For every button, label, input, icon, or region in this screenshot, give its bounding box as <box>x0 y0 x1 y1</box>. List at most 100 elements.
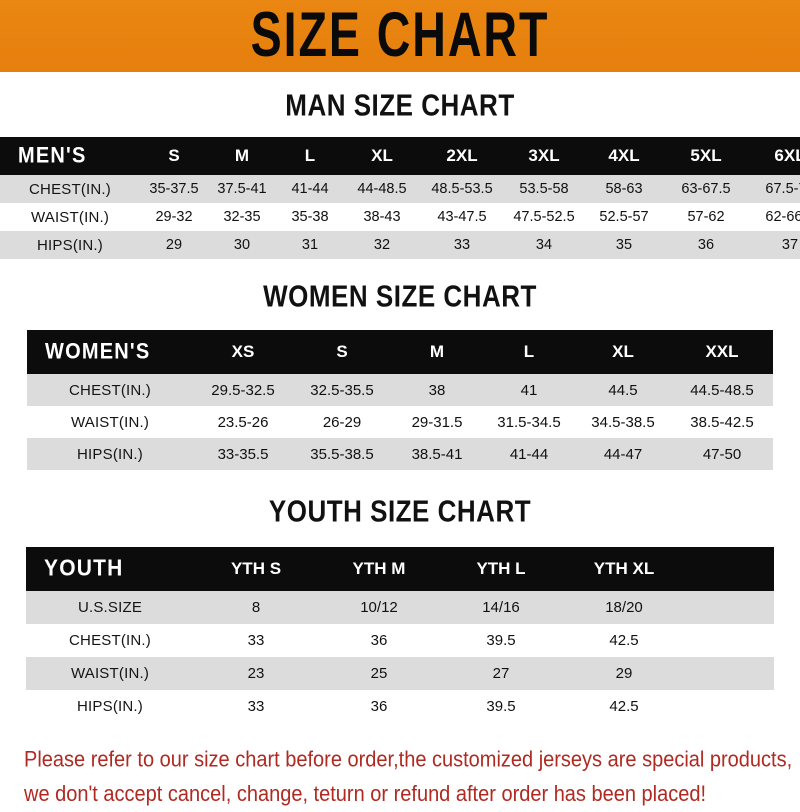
women-row-1-col-5: 38.5-42.5 <box>690 413 754 431</box>
women-row-0-col-5: 44.5-48.5 <box>690 381 754 399</box>
youth-size-col-1: YTH M <box>352 559 406 578</box>
table-row: WAIST(IN.) 29-32 32-35 35-38 38-43 43-47… <box>0 203 800 231</box>
women-size-col-4: XL <box>612 342 634 361</box>
man-row-2-col-2: 31 <box>301 237 319 253</box>
youth-row-1-col-3: 42.5 <box>609 632 639 649</box>
man-size-col-2: L <box>304 146 316 165</box>
youth-row-2-col-3: 29 <box>615 665 633 682</box>
man-row-0-col-6: 58-63 <box>605 181 643 197</box>
women-row-1-col-3: 31.5-34.5 <box>497 413 561 431</box>
man-row-2-col-6: 35 <box>615 237 633 253</box>
youth-row-1-label: CHEST(IN.) <box>69 632 151 649</box>
youth-section-title: YOUTH SIZE CHART <box>268 493 532 529</box>
man-table-header-row: MEN'S S M L XL 2XL 3XL 4XL 5XL 6XL <box>0 137 800 175</box>
women-size-col-3: L <box>523 342 535 361</box>
women-row-0-col-1: 32.5-35.5 <box>310 381 374 399</box>
youth-row-1-col-2: 39.5 <box>486 632 516 649</box>
man-row-2-col-7: 36 <box>697 237 715 253</box>
youth-header-label: YOUTH <box>44 555 124 582</box>
man-row-1-label: WAIST(IN.) <box>30 208 110 226</box>
man-row-1-col-5: 47.5-52.5 <box>513 209 575 225</box>
women-row-2-col-1: 35.5-38.5 <box>310 445 374 463</box>
table-row: U.S.SIZE 8 10/12 14/16 18/20 <box>26 591 774 624</box>
women-size-col-5: XXL <box>705 342 739 361</box>
man-row-2-col-5: 34 <box>535 237 553 253</box>
youth-row-2-col-1: 25 <box>370 665 388 682</box>
man-size-col-5: 3XL <box>528 146 560 165</box>
women-row-0-col-3: 41 <box>520 381 538 399</box>
women-row-0-col-0: 29.5-32.5 <box>211 381 275 399</box>
youth-row-2-label: WAIST(IN.) <box>70 665 150 682</box>
youth-row-2-col-2: 27 <box>492 665 510 682</box>
youth-row-3-col-1: 36 <box>370 698 388 715</box>
youth-row-0-col-0: 8 <box>251 599 261 616</box>
youth-row-3-spacer <box>686 690 774 723</box>
man-size-col-0: S <box>168 146 180 165</box>
women-row-2-col-4: 44-47 <box>603 445 643 463</box>
man-row-2-col-3: 32 <box>373 237 391 253</box>
man-row-0-col-5: 53.5-58 <box>519 181 569 197</box>
man-row-1-col-0: 29-32 <box>155 209 193 225</box>
man-row-1-col-8: 62-66.5 <box>765 209 800 225</box>
footer-line-2: we don't accept cancel, change, teturn o… <box>24 782 707 807</box>
man-row-0-col-8: 67.5-72 <box>765 181 800 197</box>
women-row-1-col-1: 26-29 <box>322 413 362 431</box>
women-row-1-col-2: 29-31.5 <box>411 413 463 431</box>
man-row-1-col-6: 52.5-57 <box>599 209 649 225</box>
table-row: WAIST(IN.) 23.5-26 26-29 29-31.5 31.5-34… <box>27 406 773 438</box>
women-section-title: WOMEN SIZE CHART <box>263 278 537 314</box>
man-size-col-3: XL <box>371 146 393 165</box>
footer-line-1: Please refer to our size chart before or… <box>24 747 793 773</box>
table-row: CHEST(IN.) 29.5-32.5 32.5-35.5 38 41 44.… <box>27 374 773 406</box>
page-banner: SIZE CHART <box>0 0 800 72</box>
women-row-2-label: HIPS(IN.) <box>77 445 143 463</box>
women-size-table: WOMEN'S XS S M L XL XXL CHEST(IN.) 29.5-… <box>27 330 773 470</box>
table-row: WAIST(IN.) 23 25 27 29 <box>26 657 774 690</box>
man-row-0-label: CHEST(IN.) <box>29 180 111 198</box>
youth-size-col-0: YTH S <box>230 559 282 578</box>
youth-size-col-3: YTH XL <box>593 559 655 578</box>
man-row-2-label: HIPS(IN.) <box>37 236 103 254</box>
man-section-title: MAN SIZE CHART <box>285 87 515 123</box>
man-row-1-col-2: 35-38 <box>291 209 329 225</box>
women-row-0-col-4: 44.5 <box>608 381 638 399</box>
man-row-1-col-7: 57-62 <box>687 209 725 225</box>
man-row-1-col-4: 43-47.5 <box>437 209 487 225</box>
man-size-col-6: 4XL <box>608 146 640 165</box>
man-row-0-col-4: 48.5-53.5 <box>431 181 493 197</box>
man-row-2-col-0: 29 <box>165 237 183 253</box>
youth-row-3-col-2: 39.5 <box>486 698 516 715</box>
women-row-1-col-4: 34.5-38.5 <box>591 413 655 431</box>
man-row-0-col-2: 41-44 <box>291 181 329 197</box>
table-row: HIPS(IN.) 33 36 39.5 42.5 <box>26 690 774 723</box>
man-header-label: MEN'S <box>18 143 87 168</box>
man-row-0-col-3: 44-48.5 <box>357 181 407 197</box>
youth-row-0-spacer <box>686 591 774 624</box>
youth-table-header-row: YOUTH YTH S YTH M YTH L YTH XL <box>26 547 774 591</box>
youth-row-0-label: U.S.SIZE <box>77 599 143 616</box>
man-size-col-7: 5XL <box>690 146 722 165</box>
man-size-table: MEN'S S M L XL 2XL 3XL 4XL 5XL 6XL CHEST… <box>0 137 800 259</box>
women-row-0-label: CHEST(IN.) <box>69 381 151 399</box>
youth-size-col-2: YTH L <box>476 559 526 578</box>
man-row-2-col-8: 37 <box>781 237 799 253</box>
page-title: SIZE CHART <box>250 0 550 71</box>
youth-row-0-col-1: 10/12 <box>360 599 398 616</box>
women-size-col-1: S <box>336 342 348 361</box>
footer-disclaimer: Please refer to our size chart before or… <box>0 743 800 812</box>
women-row-2-col-2: 38.5-41 <box>411 445 463 463</box>
women-row-0-col-2: 38 <box>428 381 446 399</box>
youth-row-3-label: HIPS(IN.) <box>77 698 143 715</box>
man-size-col-8: 6XL <box>774 146 800 165</box>
man-row-0-col-0: 35-37.5 <box>149 181 199 197</box>
man-row-1-col-1: 32-35 <box>223 209 261 225</box>
women-row-2-col-3: 41-44 <box>509 445 549 463</box>
youth-row-2-col-0: 23 <box>247 665 265 682</box>
youth-header-spacer <box>686 547 774 591</box>
man-row-2-col-4: 33 <box>453 237 471 253</box>
women-row-2-col-5: 47-50 <box>702 445 742 463</box>
women-row-1-col-0: 23.5-26 <box>217 413 269 431</box>
women-size-col-2: M <box>429 342 445 361</box>
youth-size-table: YOUTH YTH S YTH M YTH L YTH XL U.S.SIZE … <box>26 547 774 723</box>
